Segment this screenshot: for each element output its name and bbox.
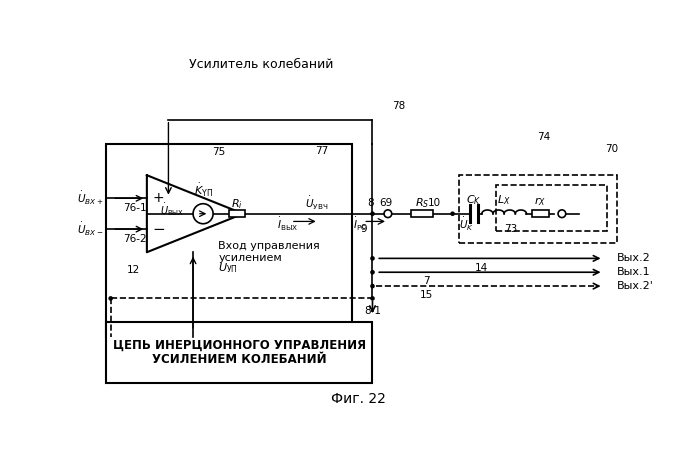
Text: 7: 7 [423,277,430,287]
Circle shape [558,210,565,218]
Text: 10: 10 [428,198,440,208]
Circle shape [370,211,375,216]
Bar [459,175,617,243]
Text: $\dot{K}_{\mathrm{YП}}$: $\dot{K}_{\mathrm{YП}}$ [194,182,212,199]
Text: Усилитель колебаний: Усилитель колебаний [189,58,333,71]
Text: 8: 8 [367,198,373,208]
Text: $\dot{U}_{\mathrm{ВЫХ}}$: $\dot{U}_{\mathrm{ВЫХ}}$ [160,202,185,219]
Text: Фиг. 22: Фиг. 22 [331,391,386,405]
Text: $\dot{U}_{\mathrm{УВЧ}}$: $\dot{U}_{\mathrm{УВЧ}}$ [305,195,328,212]
Text: $\dot{U}_{BX-}$: $\dot{U}_{BX-}$ [78,220,103,237]
Text: 70: 70 [605,144,618,154]
Circle shape [384,210,391,218]
Text: $R_S$: $R_S$ [415,196,429,210]
Text: Вых.2': Вых.2' [617,281,654,291]
Text: $U_{\mathrm{УП}}$: $U_{\mathrm{УП}}$ [219,261,238,275]
Text: −: − [152,222,165,236]
Bar [106,144,352,337]
Bar [229,210,245,217]
Text: $\dot{I}_{\mathrm{ВЫХ}}$: $\dot{I}_{\mathrm{ВЫХ}}$ [277,216,298,233]
Text: $r_X$: $r_X$ [534,195,547,208]
Circle shape [370,284,375,288]
Text: $\dot{I}_{\mathrm{РС}}$: $\dot{I}_{\mathrm{РС}}$ [353,216,367,233]
Text: $\dot{U}_{BX+}$: $\dot{U}_{BX+}$ [78,190,103,207]
Circle shape [450,211,455,216]
Text: Вых.1: Вых.1 [617,267,650,277]
Circle shape [370,296,375,301]
Bar [106,321,373,383]
Text: $\dot{U}_K$: $\dot{U}_K$ [459,216,475,233]
Text: 78: 78 [392,101,405,111]
Text: Вых.2: Вых.2 [617,253,650,263]
Circle shape [370,256,375,261]
Text: ЦЕПЬ ИНЕРЦИОННОГО УПРАВЛЕНИЯ
УСИЛЕНИЕМ КОЛЕБАНИЙ: ЦЕПЬ ИНЕРЦИОННОГО УПРАВЛЕНИЯ УСИЛЕНИЕМ К… [113,338,366,366]
Text: 76-1: 76-1 [123,202,147,212]
Bar [532,210,549,217]
Text: Вход управления
усилением: Вход управления усилением [219,241,320,263]
Bar [496,185,607,231]
Text: 8-1: 8-1 [364,306,381,316]
Text: 14: 14 [475,262,489,273]
Text: 73: 73 [505,224,518,234]
Text: $C_K$: $C_K$ [466,193,482,207]
Text: 15: 15 [420,290,433,300]
Text: 75: 75 [212,147,225,157]
Circle shape [370,270,375,275]
Bar [412,210,433,217]
Circle shape [193,204,213,224]
Text: 9: 9 [360,224,366,234]
Circle shape [108,296,113,301]
Text: $L_X$: $L_X$ [497,193,511,207]
Text: 12: 12 [127,265,140,275]
Text: 74: 74 [537,132,550,142]
Text: 76-2: 76-2 [123,234,147,244]
Text: 77: 77 [315,145,329,156]
Text: +: + [152,191,164,205]
Text: 69: 69 [379,198,392,208]
Text: $R_i$: $R_i$ [231,197,243,211]
